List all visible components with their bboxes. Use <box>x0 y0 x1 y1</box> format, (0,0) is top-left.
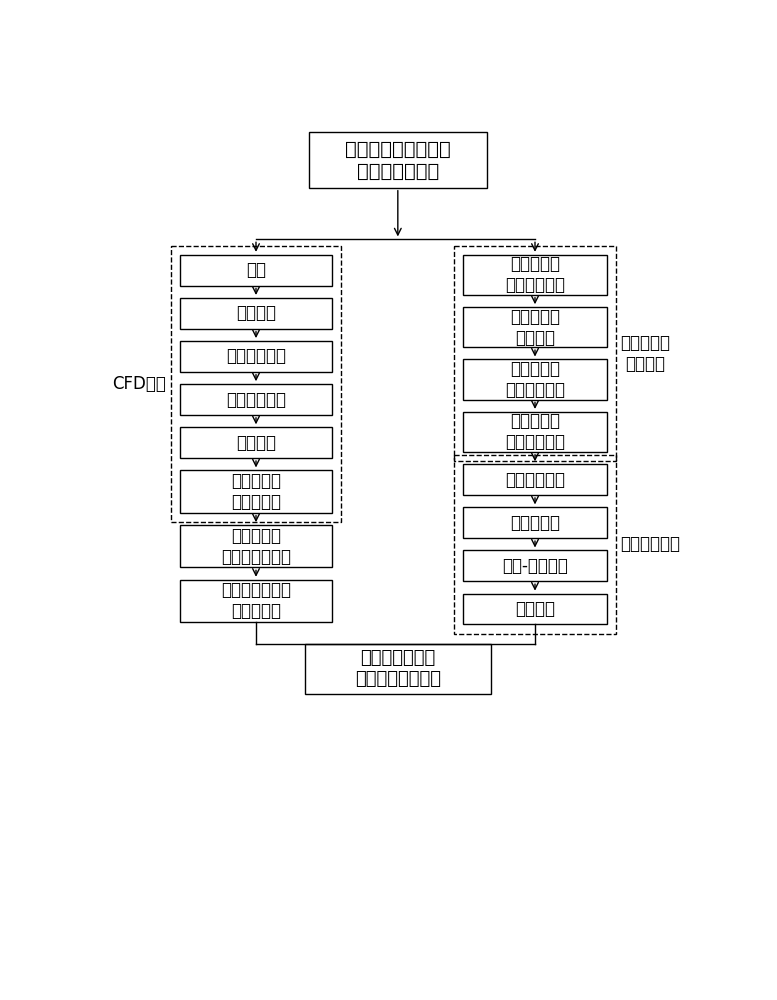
Bar <box>180 427 332 458</box>
Text: 流速-压差关系: 流速-压差关系 <box>502 557 568 575</box>
Text: 安全壳外壁
平均压力值计算: 安全壳外壁 平均压力值计算 <box>221 527 291 566</box>
Bar <box>463 594 607 624</box>
Text: 沿程阻力计算: 沿程阻力计算 <box>505 471 565 489</box>
Bar <box>463 412 607 452</box>
Bar <box>463 507 607 538</box>
Text: 放射性物质
对流通量计算: 放射性物质 对流通量计算 <box>505 412 565 451</box>
Bar <box>308 132 487 188</box>
Bar <box>180 341 332 372</box>
Bar <box>463 464 607 495</box>
Bar <box>454 455 616 634</box>
Text: 数值模拟: 数值模拟 <box>236 434 276 452</box>
Bar <box>463 307 607 347</box>
Bar <box>171 246 341 522</box>
Text: 网格划分: 网格划分 <box>236 304 276 322</box>
Bar <box>180 298 332 329</box>
Text: 放射性物质
输运模型: 放射性物质 输运模型 <box>621 334 671 373</box>
Bar <box>463 359 607 400</box>
Text: 放射性物质
浓度计算: 放射性物质 浓度计算 <box>510 308 560 347</box>
Bar <box>463 255 607 295</box>
Bar <box>180 525 332 567</box>
Text: 放射性物质
输运方程建立: 放射性物质 输运方程建立 <box>505 255 565 294</box>
Bar <box>180 580 332 622</box>
Text: 安全壳环形空间压力
限值的计算流程: 安全壳环形空间压力 限值的计算流程 <box>345 140 451 181</box>
Text: 压差限值: 压差限值 <box>515 600 555 618</box>
Text: 总阻力计算: 总阻力计算 <box>510 514 560 532</box>
Bar <box>463 550 607 581</box>
Bar <box>180 255 332 286</box>
Text: 建模: 建模 <box>246 261 266 279</box>
Bar <box>180 384 332 415</box>
Text: 初始条件设置: 初始条件设置 <box>226 347 286 365</box>
Text: 确定安全壳外壁
压力最小值: 确定安全壳外壁 压力最小值 <box>221 581 291 620</box>
Text: 安全壳环形空间
压力设计限值确定: 安全壳环形空间 压力设计限值确定 <box>355 649 441 688</box>
Text: 水力计算模型: 水力计算模型 <box>621 535 681 553</box>
Text: 安全壳外壁
压力值提取: 安全壳外壁 压力值提取 <box>231 472 281 511</box>
Bar <box>454 246 616 461</box>
Text: 模型参数设置: 模型参数设置 <box>226 391 286 409</box>
Text: CFD模型: CFD模型 <box>113 375 166 393</box>
Text: 放射性物质
扩散通量计算: 放射性物质 扩散通量计算 <box>505 360 565 399</box>
Bar <box>305 644 491 694</box>
Bar <box>180 470 332 513</box>
